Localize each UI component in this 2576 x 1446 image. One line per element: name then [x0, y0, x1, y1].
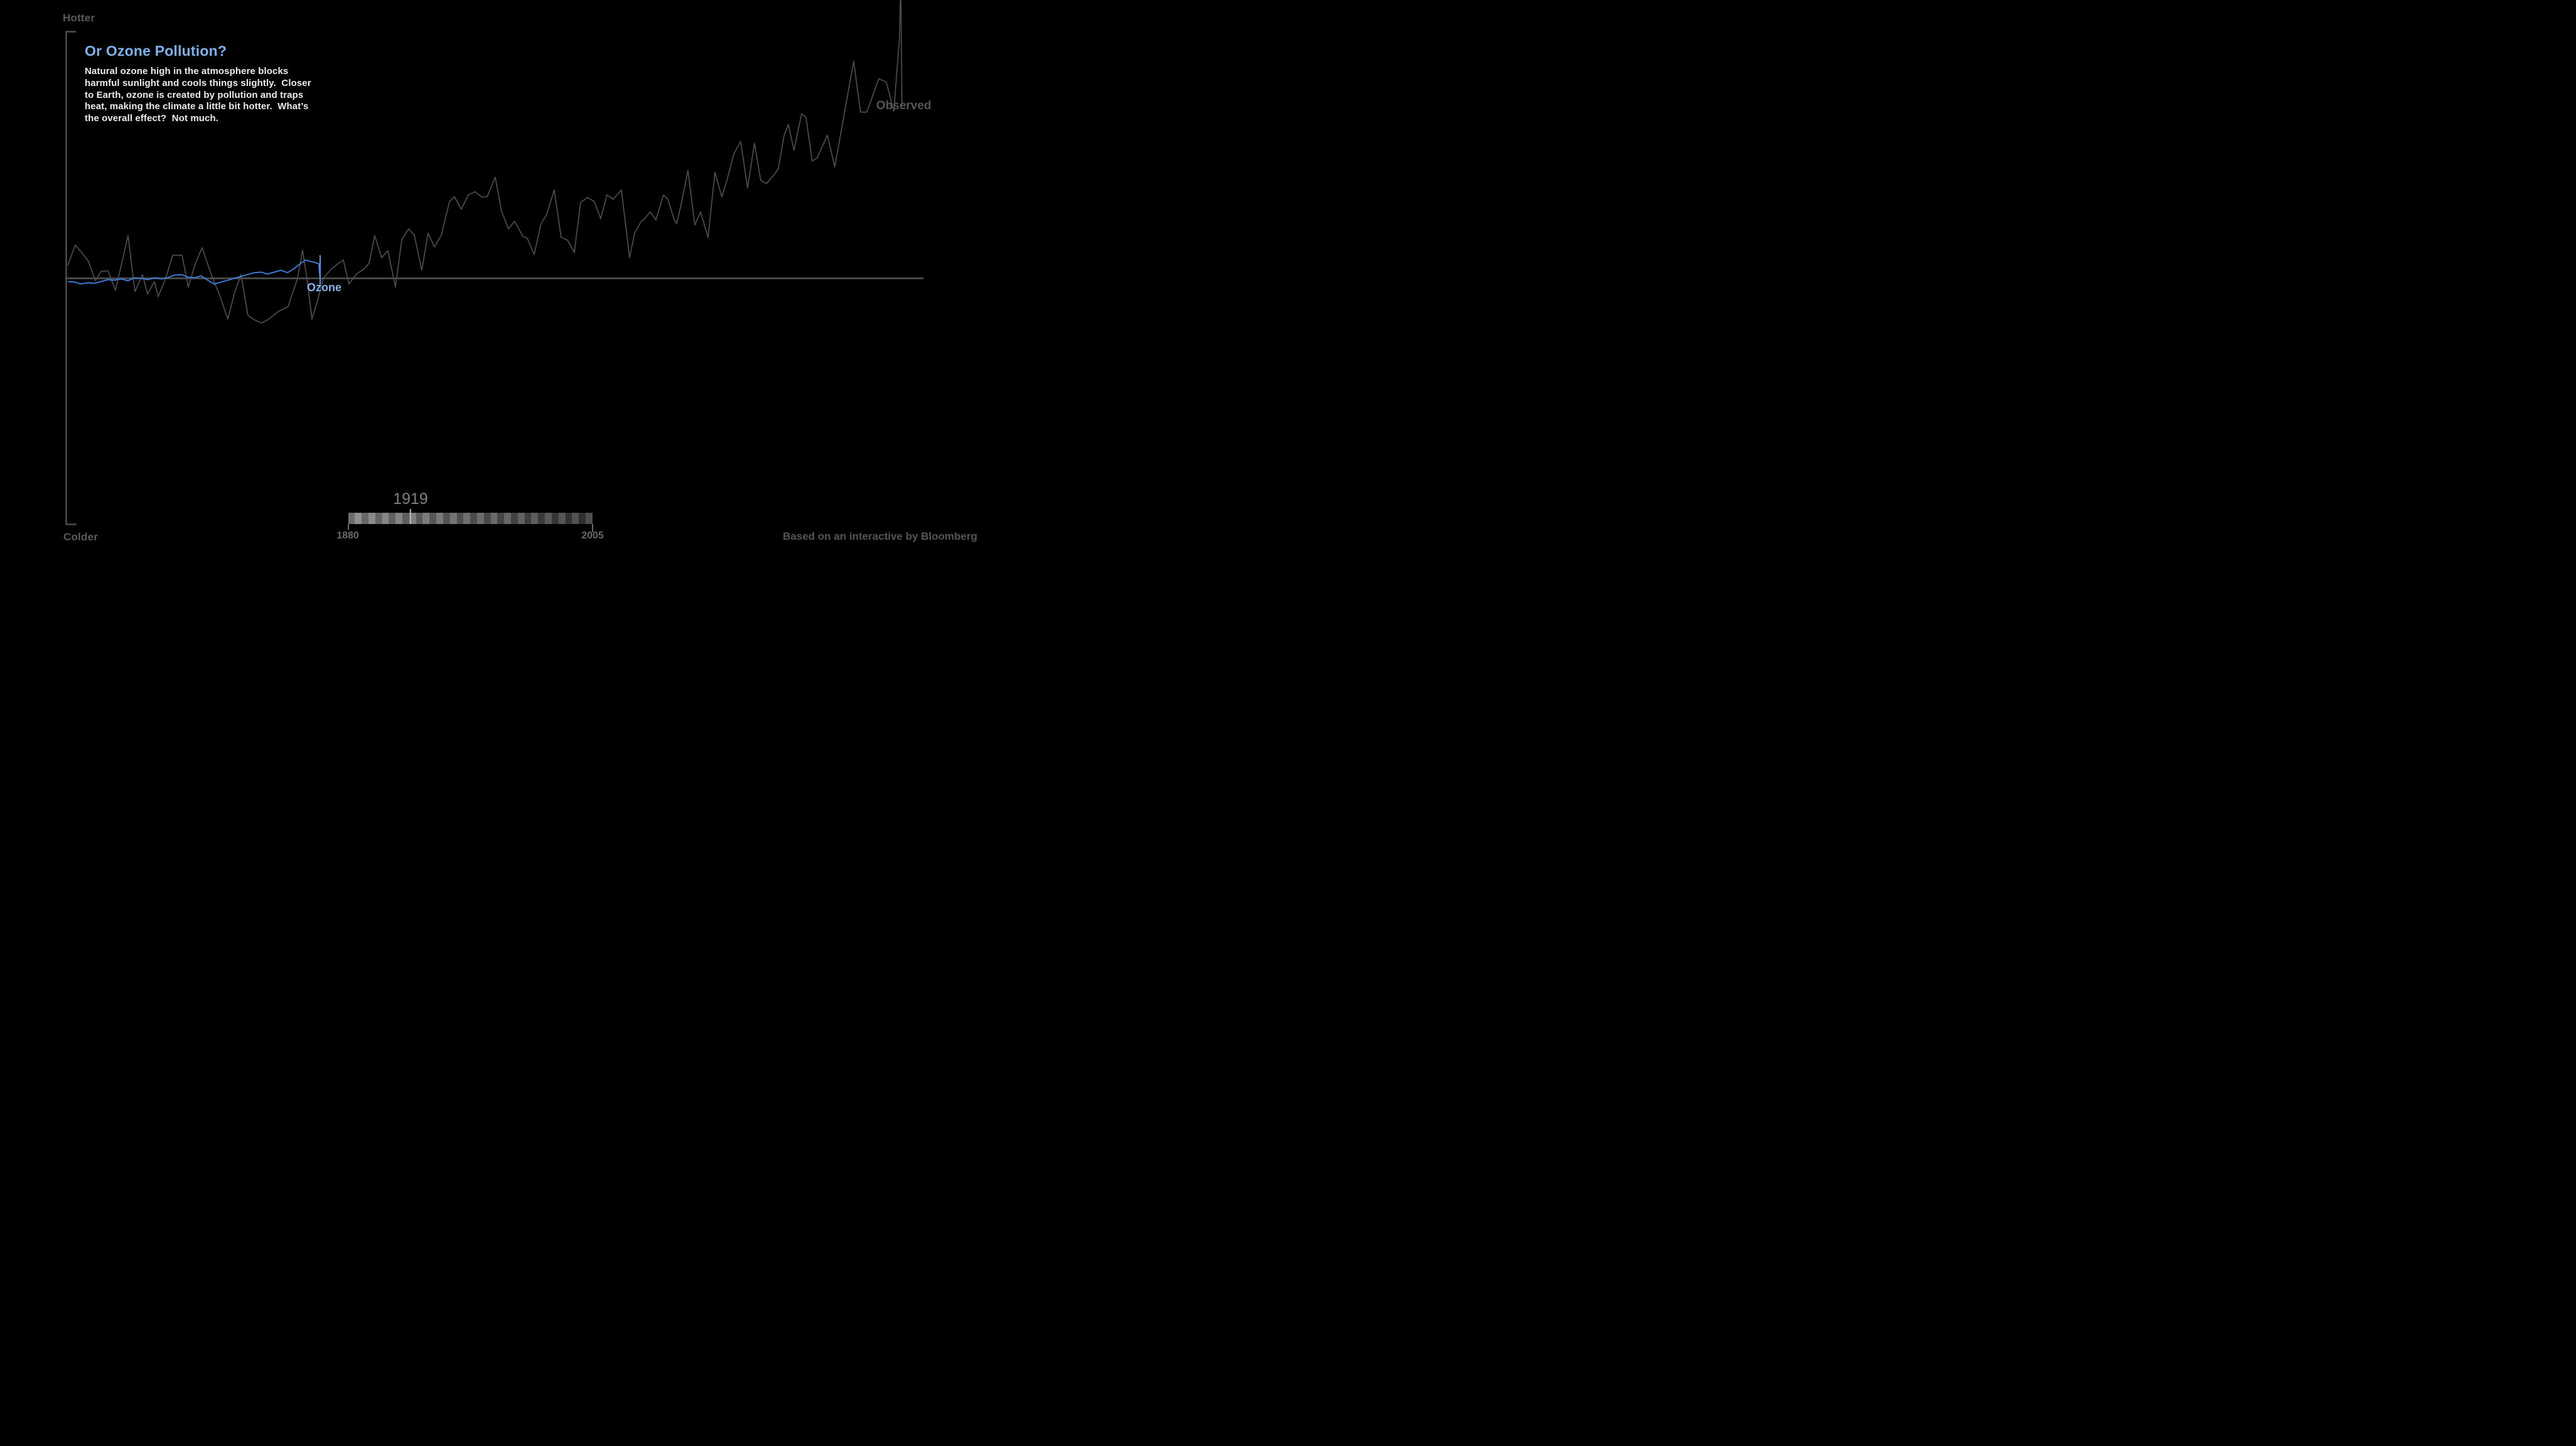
timeline-segment[interactable] [409, 513, 416, 524]
timeline-segment[interactable] [348, 513, 355, 524]
timeline-segment[interactable] [538, 513, 545, 524]
timeline-segment[interactable] [524, 513, 532, 524]
ozone-series-label: Ozone [307, 281, 342, 294]
observed-series-label: Observed [876, 99, 931, 112]
timeline-segment[interactable] [572, 513, 579, 524]
timeline-segment[interactable] [545, 513, 552, 524]
colder-axis-label: Colder [63, 531, 99, 543]
timeline-segment[interactable] [368, 513, 375, 524]
timeline-segment[interactable] [551, 513, 559, 524]
timeline-segment[interactable] [402, 513, 409, 524]
timeline-segment[interactable] [504, 513, 511, 524]
timeline-segment[interactable] [517, 513, 525, 524]
timeline-segment[interactable] [449, 513, 457, 524]
timeline-segment[interactable] [429, 513, 437, 524]
timeline-segment[interactable] [456, 513, 464, 524]
ozone-factor-line [68, 259, 321, 285]
timeline-scrubber-bar[interactable] [348, 513, 593, 524]
timeline-cursor-tick[interactable] [410, 509, 411, 524]
observed-temperature-line [67, 0, 903, 324]
panel-title: Or Ozone Pollution? [85, 43, 227, 59]
timeline-segment[interactable] [355, 513, 362, 524]
timeline-segment[interactable] [483, 513, 491, 524]
timeline-segment[interactable] [436, 513, 443, 524]
timeline-segment[interactable] [497, 513, 505, 524]
timeline-segment[interactable] [565, 513, 572, 524]
timeline-end-label: 2005 [581, 530, 604, 541]
timeline-segment[interactable] [531, 513, 539, 524]
timeline-segment[interactable] [422, 513, 430, 524]
timeline-segment[interactable] [558, 513, 566, 524]
timeline-start-tick [347, 524, 349, 530]
timeline-segment[interactable] [389, 513, 396, 524]
timeline-segment[interactable] [511, 513, 518, 524]
timeline-segment[interactable] [375, 513, 382, 524]
attribution-credit: Based on an interactive by Bloomberg [783, 530, 977, 542]
timeline-segment[interactable] [585, 513, 593, 524]
timeline-segment[interactable] [416, 513, 423, 524]
timeline-segment[interactable] [470, 513, 477, 524]
timeline-segment[interactable] [443, 513, 450, 524]
hotter-axis-label: Hotter [63, 12, 95, 24]
climate-chart [65, 0, 923, 525]
timeline-segment[interactable] [395, 513, 402, 524]
timeline-segment[interactable] [463, 513, 471, 524]
timeline-segment[interactable] [476, 513, 484, 524]
timeline-segment[interactable] [382, 513, 389, 524]
timeline-start-label: 1880 [336, 530, 359, 541]
timeline-current-year: 1919 [393, 490, 428, 508]
timeline-segment[interactable] [579, 513, 586, 524]
app-canvas: Hotter Colder Or Ozone Pollution? Natura… [0, 0, 984, 552]
timeline-segment[interactable] [362, 513, 368, 524]
panel-body-text: Natural ozone high in the atmosphere blo… [85, 66, 314, 124]
timeline-end-tick [592, 524, 593, 532]
timeline-segment[interactable] [490, 513, 498, 524]
